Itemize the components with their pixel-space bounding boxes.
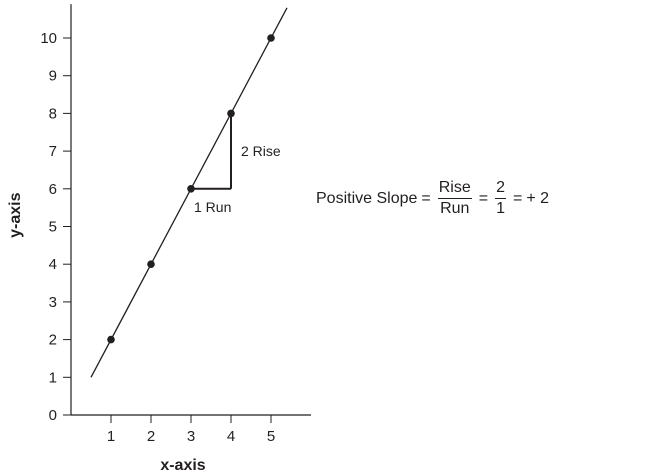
formula-equals-2: = — [478, 189, 489, 207]
slope-line — [90, 7, 288, 378]
data-point — [107, 335, 115, 344]
y-tick-label: 9 — [49, 68, 57, 85]
y-tick-label: 0 — [49, 407, 57, 424]
y-tick-label: 1 — [49, 369, 57, 386]
x-axis-title: x-axis — [160, 457, 205, 474]
y-tick-label: 8 — [49, 105, 57, 122]
x-tick-label: 4 — [227, 428, 235, 445]
rise-over-run-fraction: Rise Run — [437, 179, 472, 218]
data-point — [187, 185, 195, 193]
x-tick-label: 2 — [147, 428, 155, 445]
x-tick-label: 1 — [107, 428, 115, 445]
formula-lhs: Positive Slope — [316, 189, 418, 207]
run-label: 1 Run — [194, 199, 231, 215]
y-tick-label: 5 — [49, 219, 57, 236]
formula-result: + 2 — [526, 189, 550, 207]
fraction-denominator: 1 — [496, 200, 505, 217]
x-tick-label: 3 — [187, 428, 195, 445]
x-tick-label: 5 — [267, 428, 275, 445]
y-tick-label: 6 — [49, 181, 57, 198]
fraction-run: Run — [440, 200, 470, 217]
data-point — [267, 34, 275, 42]
y-tick-label: 4 — [49, 256, 57, 273]
y-tick-label: 2 — [49, 332, 57, 349]
formula-equals-3: = — [513, 189, 523, 207]
y-tick-label: 3 — [49, 294, 57, 311]
numeric-fraction: 2 1 — [495, 179, 506, 218]
slope-formula: Positive Slope = Rise Run = 2 1 = + 2 — [316, 179, 549, 218]
fraction-rise: Rise — [437, 179, 472, 199]
y-axis-title: y-axis — [7, 192, 24, 237]
fraction-numerator: 2 — [495, 179, 506, 199]
rise-label: 2 Rise — [241, 143, 281, 159]
data-point — [227, 109, 235, 118]
data-point — [147, 260, 155, 269]
y-tick-label: 10 — [40, 30, 57, 47]
y-tick-label: 7 — [49, 143, 57, 160]
formula-equals-1: = — [421, 189, 431, 207]
